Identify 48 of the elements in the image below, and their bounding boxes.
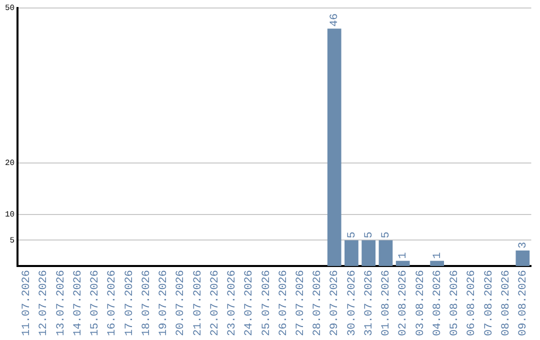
bar: [516, 250, 530, 266]
x-tick-label: 23.07.2026: [226, 270, 239, 336]
y-tick-label: 5: [10, 236, 15, 246]
y-tick-label: 20: [4, 158, 15, 168]
bar: [327, 28, 342, 266]
x-tick-label: 19.07.2026: [158, 270, 170, 336]
x-tick-label: 16.07.2026: [106, 270, 119, 336]
x-tick-label: 14.07.2026: [72, 270, 84, 336]
x-tick-label: 05.08.2026: [449, 270, 462, 336]
x-tick-label: 15.07.2026: [90, 270, 102, 336]
x-tick-label: 30.07.2026: [346, 270, 358, 336]
x-tick-label: 22.07.2026: [209, 270, 222, 336]
data-label: 5: [380, 232, 393, 238]
bar: [344, 240, 358, 266]
bar: [430, 260, 444, 266]
x-tick-label: 31.07.2026: [363, 270, 376, 336]
x-tick-label: 25.07.2026: [260, 270, 273, 336]
x-tick-label: 07.08.2026: [483, 270, 496, 336]
x-tick-label: 08.08.2026: [500, 270, 512, 336]
x-tick-label: 13.07.2026: [55, 270, 68, 336]
x-tick-label: 04.08.2026: [432, 270, 444, 336]
data-label: 46: [329, 13, 342, 27]
data-label: 5: [363, 232, 376, 238]
data-label: 1: [398, 252, 410, 259]
x-tick-label: 02.08.2026: [398, 270, 410, 336]
y-tick-label: 10: [4, 210, 15, 220]
x-tick-label: 18.07.2026: [140, 270, 153, 336]
x-tick-label: 21.07.2026: [192, 270, 204, 336]
x-tick-label: 29.07.2026: [329, 270, 342, 336]
bar: [396, 260, 410, 266]
x-tick-label: 03.08.2026: [414, 270, 427, 336]
x-tick-label: 01.08.2026: [380, 270, 393, 336]
x-tick-label: 06.08.2026: [466, 270, 478, 336]
x-tick-label: 24.07.2026: [244, 270, 256, 336]
data-label: 5: [346, 232, 358, 238]
data-label: 3: [518, 242, 530, 249]
bar: [378, 240, 393, 266]
x-tick-label: 09.08.2026: [518, 270, 530, 336]
x-tick-label: 17.07.2026: [124, 270, 136, 336]
x-tick-label: 11.07.2026: [21, 270, 34, 336]
x-tick-label: 26.07.2026: [278, 270, 290, 336]
x-tick-label: 28.07.2026: [312, 270, 324, 336]
data-label: 1: [432, 252, 444, 259]
y-tick-label: 50: [4, 4, 15, 14]
x-tick-label: 12.07.2026: [38, 270, 50, 336]
x-tick-label: 27.07.2026: [295, 270, 307, 336]
bar: [362, 240, 376, 266]
x-tick-label: 20.07.2026: [175, 270, 188, 336]
